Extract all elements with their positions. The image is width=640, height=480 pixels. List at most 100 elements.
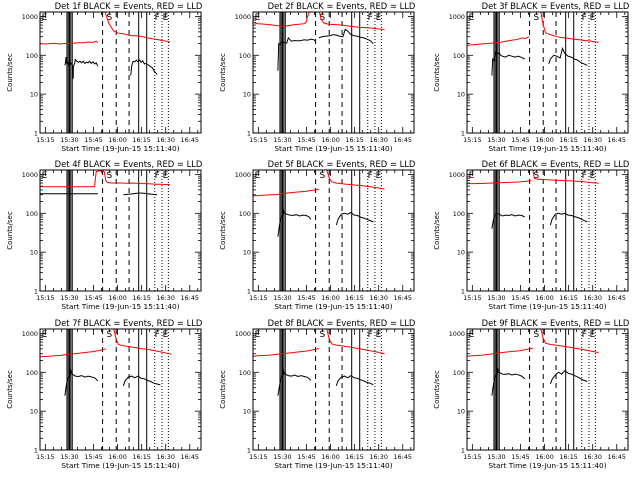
event-marker-letter: F: [368, 13, 373, 23]
series-group: [253, 329, 385, 396]
x-tick-label: 16:45: [608, 453, 626, 461]
x-tick-label: 16:30: [369, 453, 387, 461]
series-group: [467, 170, 599, 229]
x-tick-label: 16:00: [108, 453, 126, 461]
x-axis-label: Start Time (19-Jun-15 15:11:40): [488, 302, 606, 311]
series-group: [40, 170, 171, 196]
plot-frame: [252, 169, 415, 292]
chart-title: Det 6f BLACK = Events, RED = LLD: [482, 159, 630, 169]
event-marker-letter: F: [582, 171, 587, 181]
event-marker-letter: E: [42, 13, 48, 23]
event-marker-letter: E: [42, 330, 48, 340]
events-series-line: [491, 367, 526, 396]
y-tick-label: 1: [247, 447, 251, 455]
y-tick-label: 100: [26, 369, 38, 377]
plot-frame: [39, 169, 202, 292]
event-marker-letter: E: [590, 13, 596, 23]
x-tick-label: 16:15: [559, 294, 577, 302]
chart-panel: Det 2f BLACK = Events, RED = LLD Counts/s…: [219, 1, 415, 153]
event-marker-letter: F: [582, 330, 587, 340]
chart-panel: Det 7f BLACK = Events, RED = LLD Counts/s…: [6, 318, 202, 470]
chart-panel: Det 9f BLACK = Events, RED = LLD Counts/s…: [433, 318, 629, 470]
event-marker-letter: E: [255, 13, 261, 23]
y-tick-label: 1: [461, 288, 465, 296]
x-tick-label: 15:30: [60, 136, 78, 144]
x-tick-label: 16:15: [559, 453, 577, 461]
events-series-line: [549, 212, 588, 226]
x-tick-label: 16:45: [394, 453, 412, 461]
chart-title: Det 7f BLACK = Events, RED = LLD: [55, 318, 203, 328]
events-series-line: [491, 51, 526, 76]
chart-title: Det 9f BLACK = Events, RED = LLD: [482, 318, 630, 328]
events-series-line: [64, 369, 99, 396]
y-axis-label: Counts/sec: [219, 53, 227, 92]
events-series-line: [318, 28, 374, 44]
x-tick-label: 15:45: [84, 294, 102, 302]
chart-title: Det 2f BLACK = Events, RED = LLD: [268, 1, 416, 11]
event-marker-letter: F: [155, 330, 160, 340]
x-axis-label: Start Time (19-Jun-15 15:11:40): [488, 144, 606, 153]
events-series-line: [122, 375, 161, 386]
y-tick-label: 1000: [235, 330, 251, 338]
y-tick-label: 10: [243, 249, 251, 257]
y-axis-label: Counts/sec: [433, 53, 441, 92]
x-tick-label: 16:30: [369, 136, 387, 144]
y-tick-label: 10: [30, 91, 38, 99]
event-marker-letter: S: [320, 171, 326, 181]
x-tick-label: 15:45: [511, 294, 529, 302]
lld-series-line: [467, 36, 530, 46]
lld-series-line: [113, 329, 172, 355]
x-tick-label: 16:15: [132, 453, 150, 461]
x-tick-label: 15:15: [36, 294, 54, 302]
x-tick-label: 15:30: [273, 453, 291, 461]
chart-panel: Det 8f BLACK = Events, RED = LLD Counts/s…: [219, 318, 415, 470]
y-tick-label: 100: [239, 369, 251, 377]
y-tick-label: 10: [243, 91, 251, 99]
event-marker-letter: F: [155, 171, 160, 181]
event-marker-letter: E: [469, 171, 475, 181]
x-tick-label: 15:30: [60, 294, 78, 302]
x-tick-label: 16:30: [156, 136, 174, 144]
y-tick-label: 100: [453, 210, 465, 218]
x-axis-label: Start Time (19-Jun-15 15:11:40): [61, 302, 179, 311]
lld-series-line: [253, 348, 319, 357]
x-tick-label: 16:30: [583, 136, 601, 144]
events-series-line: [277, 36, 316, 71]
x-tick-label: 15:45: [297, 453, 315, 461]
x-tick-label: 15:30: [273, 136, 291, 144]
x-tick-label: 16:00: [321, 136, 339, 144]
event-marker-letter: E: [163, 13, 169, 23]
plot-frame: [466, 11, 629, 134]
chart-title: Det 8f BLACK = Events, RED = LLD: [268, 318, 416, 328]
event-marker-letter: E: [469, 330, 475, 340]
plot-frame: [39, 328, 202, 451]
x-tick-label: 16:15: [559, 136, 577, 144]
y-tick-label: 1: [34, 130, 38, 138]
y-tick-label: 1: [247, 130, 251, 138]
x-tick-label: 16:00: [535, 453, 553, 461]
events-series-line: [491, 212, 526, 229]
event-marker-letter: E: [42, 171, 48, 181]
events-series-line: [64, 57, 99, 79]
x-tick-label: 15:15: [249, 453, 267, 461]
x-axis-label: Start Time (19-Jun-15 15:11:40): [274, 144, 392, 153]
event-marker-letter: S: [107, 171, 113, 181]
events-series-line: [277, 369, 312, 396]
event-marker-letter: E: [255, 330, 261, 340]
y-axis-label: Counts/sec: [219, 211, 227, 250]
plot-frame: [252, 328, 415, 451]
event-marker-letter: S: [534, 171, 540, 181]
series-group: [467, 12, 599, 76]
y-tick-label: 1: [461, 447, 465, 455]
chart-title: Det 4f BLACK = Events, RED = LLD: [55, 159, 203, 169]
y-tick-label: 1000: [22, 171, 38, 179]
y-tick-label: 10: [30, 408, 38, 416]
x-tick-label: 16:30: [156, 453, 174, 461]
lld-series-line: [326, 170, 385, 190]
y-tick-label: 100: [239, 52, 251, 60]
x-tick-label: 15:45: [84, 136, 102, 144]
x-tick-label: 16:45: [181, 453, 199, 461]
event-marker-letter: E: [163, 171, 169, 181]
x-tick-label: 16:30: [583, 294, 601, 302]
